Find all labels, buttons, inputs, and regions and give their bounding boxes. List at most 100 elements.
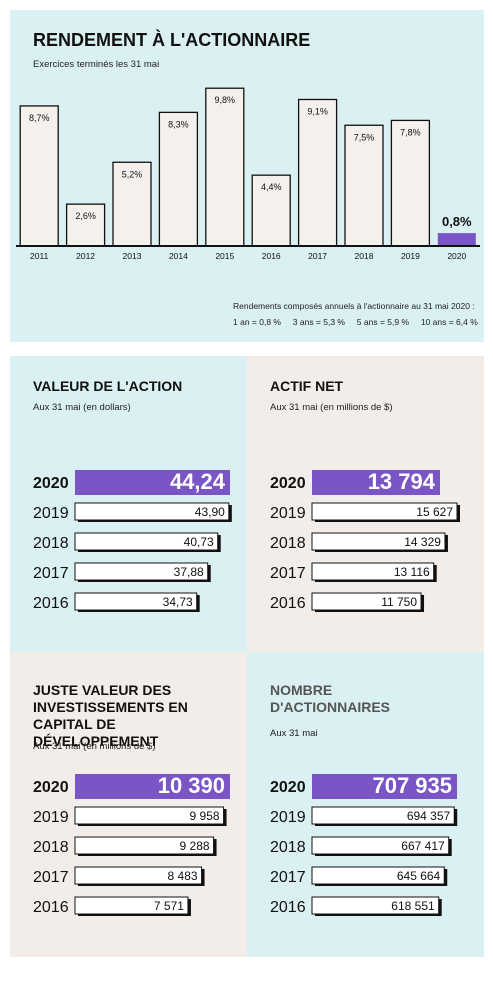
return-value-label-2017: 9,1%	[307, 106, 328, 116]
investments-fair-value-year-2020: 2020	[33, 779, 69, 796]
investments-fair-value-value-label-2017: 8 483	[168, 869, 198, 883]
return-year-label-2018: 2018	[355, 251, 374, 261]
share-value-bar-2018	[74, 532, 219, 551]
return-year-label-2014: 2014	[169, 251, 188, 261]
investments-fair-value-bar-2018	[74, 836, 215, 855]
investments-fair-value-bar-2020	[75, 774, 230, 799]
return-value-label-2018: 7,5%	[354, 132, 375, 142]
shareholders-count-subtitle: Aux 31 mai	[270, 728, 318, 739]
return-year-label-2016: 2016	[262, 251, 281, 261]
return-bar-2012	[65, 203, 106, 247]
shareholders-count-chart: 2020 707 935 2019 694 357 2018 667 417 2017 645…	[270, 773, 458, 916]
share-value-year-2018: 2018	[33, 535, 69, 552]
shareholders-count-bar-2020	[312, 774, 457, 799]
share-value-value-label-2019: 43,90	[195, 505, 225, 519]
investments-fair-value-subtitle: Aux 31 mai (en millions de $)	[33, 741, 156, 752]
investments-fair-value-year-2018: 2018	[33, 839, 69, 856]
share-value-bar-2016	[74, 592, 198, 611]
share-value-subtitle: Aux 31 mai (en dollars)	[33, 402, 131, 413]
return-bar-2018	[344, 124, 384, 247]
investments-fair-value-value-label-2018: 9 288	[180, 839, 210, 853]
return-value-label-2012: 2,6%	[75, 211, 96, 221]
net-assets-title: ACTIF NET	[270, 378, 344, 394]
net-assets-bar-2019	[311, 502, 458, 521]
investments-fair-value-year-2019: 2019	[33, 809, 69, 826]
investments-fair-value-value-label-2019: 9 958	[190, 809, 220, 823]
net-assets-value-label-2019: 15 627	[416, 505, 453, 519]
net-assets-year-2020: 2020	[270, 475, 306, 492]
return-value-label-2013: 5,2%	[122, 169, 143, 179]
return-bar-2020	[437, 233, 476, 246]
return-year-label-2013: 2013	[123, 251, 142, 261]
shareholders-count-title: NOMBRE D'ACTIONNAIRES	[270, 682, 390, 715]
shareholders-count-year-2018: 2018	[270, 839, 306, 856]
return-bar-2017	[297, 98, 338, 247]
share-value-chart: 2020 44,24 2019 43,90 2018 40,73 2017 37,88 2016…	[33, 469, 232, 612]
share-value-value-label-2018: 40,73	[184, 535, 214, 549]
return-bar-2013	[112, 161, 152, 247]
shareholders-count-panel: NOMBRE D'ACTIONNAIRES Aux 31 mai 2020 707…	[247, 652, 484, 957]
return-year-label-2011: 2011	[30, 251, 49, 261]
investments-fair-value-chart: 2020 10 390 2019 9 958 2018 9 288 2017 8 483 201…	[33, 773, 230, 916]
net-assets-panel: ACTIF NET Aux 31 mai (en millions de $) …	[247, 356, 484, 652]
shareholder-return-subtitle: Exercices terminés les 31 mai	[33, 59, 160, 70]
shareholders-count-year-2016: 2016	[270, 899, 306, 916]
return-bar-2016	[251, 174, 291, 247]
share-value-bar-2017	[74, 562, 209, 581]
share-value-bar-2019	[74, 502, 230, 521]
investments-fair-value-title: JUSTE VALEUR DES INVESTISSEMENTS EN CAPI…	[33, 682, 188, 749]
share-value-value-label-2016: 34,73	[163, 595, 193, 609]
share-value-year-2017: 2017	[33, 565, 69, 582]
shareholders-count-bar-2017	[311, 866, 445, 885]
shareholders-count-value-label-2016: 618 551	[391, 899, 435, 913]
net-assets-value-label-2017: 13 116	[394, 565, 430, 579]
shareholders-count-value-label-2017: 645 664	[397, 869, 441, 883]
net-assets-bar-2018	[311, 532, 446, 551]
shareholders-count-value-label-2019: 694 357	[407, 809, 451, 823]
investments-fair-value-bar-2019	[74, 806, 225, 825]
investments-fair-value-bar-2016	[74, 896, 189, 915]
net-assets-chart: 2020 13 794 2019 15 627 2018 14 329 2017 13 116…	[270, 469, 460, 612]
share-value-year-2020: 2020	[33, 475, 69, 492]
return-year-label-2019: 2019	[401, 251, 420, 261]
share-value-value-label-2020: 44,24	[170, 469, 226, 494]
return-value-label-2016: 4,4%	[261, 182, 282, 192]
investments-fair-value-bar-2017	[74, 866, 203, 885]
compound-return-note-line2: 1 an = 0,8 % 3 ans = 5,3 % 5 ans = 5,9 %…	[233, 317, 478, 327]
investments-fair-value-panel: JUSTE VALEUR DES INVESTISSEMENTS EN CAPI…	[10, 652, 247, 957]
shareholders-count-year-2017: 2017	[270, 869, 306, 886]
share-value-year-2016: 2016	[33, 595, 69, 612]
return-value-label-2011: 8,7%	[29, 113, 50, 123]
return-value-label-2015: 9,8%	[215, 95, 236, 105]
share-value-bar-2020	[75, 470, 230, 495]
return-value-label-2020: 0,8%	[442, 214, 472, 229]
return-value-label-2019: 7,8%	[400, 127, 421, 137]
return-year-label-2012: 2012	[76, 251, 95, 261]
net-assets-year-2016: 2016	[270, 595, 306, 612]
investments-fair-value-value-label-2020: 10 390	[158, 773, 225, 798]
return-year-label-2015: 2015	[215, 251, 234, 261]
return-value-label-2014: 8,3%	[168, 119, 189, 129]
shareholders-count-year-2019: 2019	[270, 809, 306, 826]
share-value-year-2019: 2019	[33, 505, 69, 522]
net-assets-year-2019: 2019	[270, 505, 306, 522]
return-bar-2014	[158, 111, 199, 247]
return-bar-2015	[205, 87, 245, 247]
net-assets-subtitle: Aux 31 mai (en millions de $)	[270, 402, 393, 413]
shareholder-return-panel: RENDEMENT À L'ACTIONNAIRE Exercices term…	[10, 10, 484, 342]
shareholders-count-bar-2016	[311, 896, 440, 915]
return-bar-2019	[390, 119, 431, 247]
return-year-label-2017: 2017	[308, 251, 327, 261]
shareholders-count-value-label-2018: 667 417	[401, 839, 445, 853]
net-assets-value-label-2020: 13 794	[368, 469, 436, 494]
return-year-label-2020: 2020	[447, 251, 466, 261]
shareholder-return-title: RENDEMENT À L'ACTIONNAIRE	[33, 30, 311, 50]
share-value-title: VALEUR DE L'ACTION	[33, 378, 183, 394]
net-assets-bar-2017	[311, 562, 435, 581]
net-assets-year-2018: 2018	[270, 535, 306, 552]
investments-fair-value-year-2016: 2016	[33, 899, 69, 916]
compound-return-note-line1: Rendements composés annuels à l'actionna…	[233, 301, 475, 311]
shareholders-count-year-2020: 2020	[270, 779, 306, 796]
net-assets-year-2017: 2017	[270, 565, 306, 582]
share-value-value-label-2017: 37,88	[174, 565, 204, 579]
